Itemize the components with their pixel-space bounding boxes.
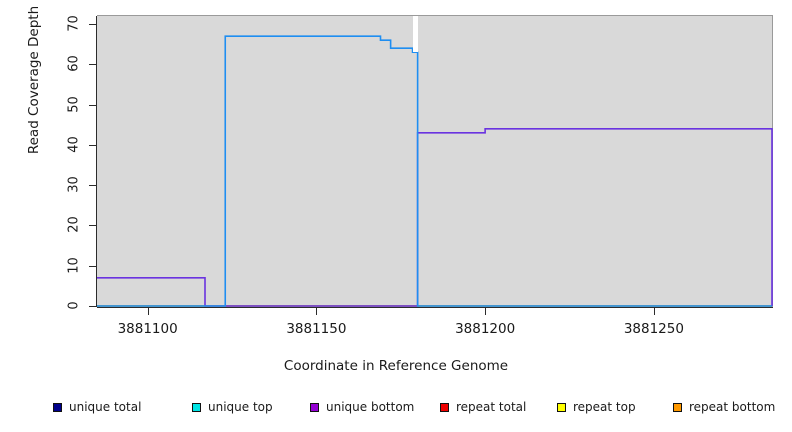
legend-swatch-icon — [557, 402, 566, 412]
y-tick — [89, 185, 96, 187]
legend-swatch-icon — [310, 402, 319, 412]
y-tick — [89, 306, 96, 307]
y-tick-label: 70 — [66, 15, 82, 32]
x-tick-label: 3881100 — [117, 321, 178, 337]
y-axis-line — [96, 16, 97, 307]
x-tick-label: 3881250 — [623, 321, 684, 337]
legend-label: unique total — [69, 400, 142, 414]
y-tick-label: 30 — [66, 176, 82, 193]
series-line-unique-total — [97, 36, 772, 306]
legend-item-unique-bottom[interactable]: unique bottom — [310, 398, 414, 416]
legend-label: unique top — [208, 400, 273, 414]
y-tick-label: 40 — [66, 136, 82, 153]
x-tick — [147, 308, 149, 315]
x-axis-line — [97, 307, 773, 308]
y-tick — [89, 225, 96, 227]
legend-swatch-icon — [440, 402, 449, 412]
panel-border-top — [97, 15, 773, 16]
y-tick — [89, 144, 96, 146]
legend-item-unique-top[interactable]: unique top — [192, 398, 273, 416]
series-layer — [97, 16, 772, 306]
legend-label: repeat top — [573, 400, 636, 414]
y-tick — [89, 64, 96, 66]
no-data-gap — [412, 16, 418, 53]
y-tick-label: 10 — [66, 256, 82, 274]
legend-item-repeat-top[interactable]: repeat top — [557, 398, 636, 416]
x-tick — [653, 308, 655, 315]
plot-panel — [97, 16, 772, 306]
legend-label: repeat total — [456, 400, 527, 414]
y-tick — [89, 265, 96, 267]
legend-swatch-icon — [673, 402, 682, 412]
x-tick-label: 3881150 — [286, 321, 347, 337]
y-tick-label: 20 — [66, 216, 82, 234]
y-tick-label: 0 — [66, 301, 82, 310]
x-axis-title: Coordinate in Reference Genome — [283, 358, 509, 374]
legend-item-repeat-total[interactable]: repeat total — [440, 398, 526, 416]
legend-label: unique bottom — [326, 400, 415, 414]
x-tick — [485, 308, 487, 315]
x-tick — [316, 308, 318, 315]
legend-item-unique-total[interactable]: unique total — [53, 398, 141, 416]
y-tick-label: 50 — [66, 95, 82, 113]
legend-swatch-icon — [53, 402, 62, 412]
legend-label: repeat bottom — [689, 400, 776, 414]
y-tick-label: 60 — [66, 55, 82, 73]
legend-item-repeat-bottom[interactable]: repeat bottom — [673, 398, 775, 416]
y-axis-title: Read Coverage Depth — [26, 5, 42, 155]
y-tick — [89, 104, 96, 106]
series-line-unique-bottom — [97, 129, 772, 306]
y-tick — [89, 24, 96, 26]
x-tick-label: 3881200 — [455, 321, 516, 337]
legend-swatch-icon — [192, 402, 201, 412]
chart-legend: unique total unique top unique bottom repea… — [0, 398, 792, 416]
